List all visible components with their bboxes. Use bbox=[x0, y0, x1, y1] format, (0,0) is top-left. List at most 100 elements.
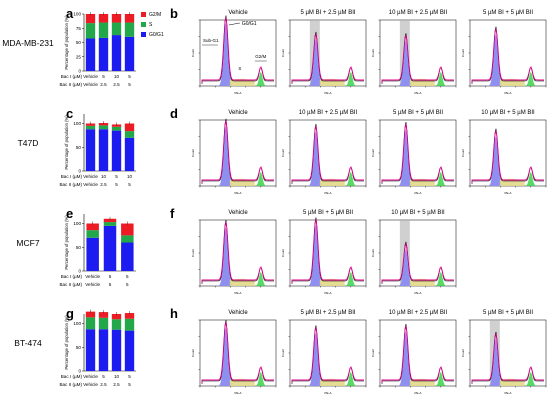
bar-segment bbox=[98, 312, 109, 318]
hist-x-label: PE-A bbox=[414, 391, 421, 395]
histogram-panel: 10 µM BI + 2.5 µM BII Count PE-A bbox=[371, 310, 457, 395]
row-value: Vehicle bbox=[85, 282, 100, 287]
fit-curve bbox=[471, 333, 544, 383]
histogram-frame bbox=[289, 219, 367, 287]
bar-segment bbox=[86, 223, 99, 231]
histogram-title: 10 µM BI + 5 µM BII bbox=[481, 110, 535, 116]
y-tick-label: 100 bbox=[73, 121, 81, 126]
g0g1-arrow bbox=[228, 22, 240, 26]
row-label: Bac II (µM) bbox=[59, 382, 82, 387]
y-tick-label: 0 bbox=[78, 169, 81, 174]
histogram-frame bbox=[469, 119, 547, 187]
row-value: Vehicle bbox=[83, 182, 98, 187]
s-phase-fill bbox=[499, 178, 525, 186]
bar-segment bbox=[98, 22, 109, 38]
bar-segment bbox=[111, 35, 122, 71]
s-phase-fill bbox=[229, 178, 255, 186]
hist-y-label: Count bbox=[461, 49, 465, 57]
s-phase-fill bbox=[409, 178, 435, 186]
y-tick-label: 50 bbox=[76, 145, 82, 150]
y-tick-label: 50 bbox=[76, 40, 82, 45]
s-phase-fill bbox=[319, 378, 345, 386]
hist-y-label: Count bbox=[281, 149, 285, 157]
row-t47d: T47D c d Percentage of population (%) 0 50 100… bbox=[18, 106, 547, 195]
bar-segment bbox=[111, 14, 122, 23]
row-value: 2.5 bbox=[113, 82, 120, 87]
histogram-frame bbox=[289, 119, 367, 187]
g2m-peak bbox=[434, 72, 447, 86]
bar-segment bbox=[103, 218, 117, 223]
bar-segment bbox=[85, 38, 96, 71]
s-phase-fill bbox=[499, 378, 525, 386]
histogram-title: 5 µM BI + 5 µM BII bbox=[483, 310, 533, 316]
g2m-peak bbox=[524, 172, 537, 186]
histogram-title: 10 µM BI + 2.5 µM BII bbox=[389, 310, 448, 316]
panel-letter: g bbox=[66, 306, 74, 321]
histogram-frame bbox=[379, 319, 457, 387]
fit-curve bbox=[381, 242, 454, 283]
bar-segment bbox=[98, 329, 109, 371]
histogram-panel: Vehicle Count PE-A bbox=[191, 310, 277, 395]
row-value: 5 bbox=[128, 182, 131, 187]
s-phase-fill bbox=[229, 78, 255, 86]
fit-curve bbox=[291, 33, 364, 83]
y-axis-label: Percentage of population (%) bbox=[64, 15, 69, 70]
fit-curve bbox=[291, 125, 364, 183]
row-label: Bac I (µM) bbox=[61, 374, 83, 379]
s-phase-fill bbox=[319, 178, 345, 186]
y-tick-label: 75 bbox=[76, 26, 82, 31]
hist-x-label: PE-A bbox=[234, 191, 241, 195]
row-label: Bac I (µM) bbox=[61, 74, 83, 79]
histogram-title: 5 µM BI + 5 µM BII bbox=[303, 210, 353, 216]
hist-y-label: Count bbox=[371, 49, 375, 57]
cell-line-label: T47D bbox=[18, 138, 39, 148]
hist-x-label: PE-A bbox=[414, 291, 421, 295]
histogram-panel: 5 µM BI + 5 µM BII Count PE-A bbox=[371, 110, 457, 195]
hist-x-label: PE-A bbox=[504, 391, 511, 395]
bar-segment bbox=[98, 129, 109, 171]
histogram-frame bbox=[379, 219, 457, 287]
row-value: 5 bbox=[128, 82, 131, 87]
histogram-panel: 5 µM BI + 5 µM BII Count PE-A bbox=[461, 10, 547, 95]
hist-x-label: PE-A bbox=[324, 191, 331, 195]
bar-segment bbox=[124, 14, 135, 23]
row-value: 10 bbox=[127, 174, 133, 179]
bar-segment bbox=[121, 235, 134, 243]
bar-segment bbox=[111, 124, 122, 127]
histogram-frame bbox=[199, 219, 277, 287]
bar-segment bbox=[124, 123, 135, 132]
row-bt-474: BT-474 g h Percentage of population (%) 0 50 1… bbox=[14, 306, 547, 395]
histogram-title: Vehicle bbox=[228, 310, 248, 316]
y-tick-label: 100 bbox=[73, 12, 81, 17]
bar-segment bbox=[111, 329, 122, 371]
histogram-frame bbox=[469, 319, 547, 387]
fit-curve bbox=[291, 327, 364, 383]
y-tick-label: 0 bbox=[78, 269, 81, 274]
s-phase-fill bbox=[409, 378, 435, 386]
bar-segment bbox=[98, 317, 109, 330]
bar-segment bbox=[121, 223, 134, 236]
hist-x-label: PE-A bbox=[504, 91, 511, 95]
cell-line-label: MDA-MB-231 bbox=[2, 38, 54, 48]
histogram-panel: 10 µM BI + 5 µM BII Count PE-A bbox=[371, 210, 457, 295]
g2m-peak bbox=[254, 272, 267, 286]
histogram-title: 5 µM BI + 5 µM BII bbox=[483, 10, 533, 16]
g0g1-peak bbox=[396, 249, 415, 286]
bar-segment bbox=[86, 230, 99, 238]
bar-segment bbox=[124, 22, 135, 37]
bar-segment bbox=[124, 330, 135, 371]
fit-curve bbox=[381, 123, 454, 183]
row-value: 5 bbox=[115, 182, 118, 187]
row-mcf7: MCF7 e f Percentage of population (%) 0 50 100… bbox=[16, 206, 457, 295]
y-tick-label: 0 bbox=[78, 369, 81, 374]
cell-line-label: MCF7 bbox=[16, 238, 39, 248]
legend-label: G2/M bbox=[149, 12, 161, 18]
hist-y-label: Count bbox=[191, 249, 195, 257]
panel-letter: e bbox=[66, 206, 73, 221]
g0g1-peak bbox=[306, 225, 325, 286]
bar-segment bbox=[98, 37, 109, 71]
fit-curve bbox=[471, 28, 544, 83]
histogram-panel: 10 µM BI + 2.5 µM BII Count PE-A bbox=[371, 10, 457, 95]
bar-segment bbox=[98, 125, 109, 130]
